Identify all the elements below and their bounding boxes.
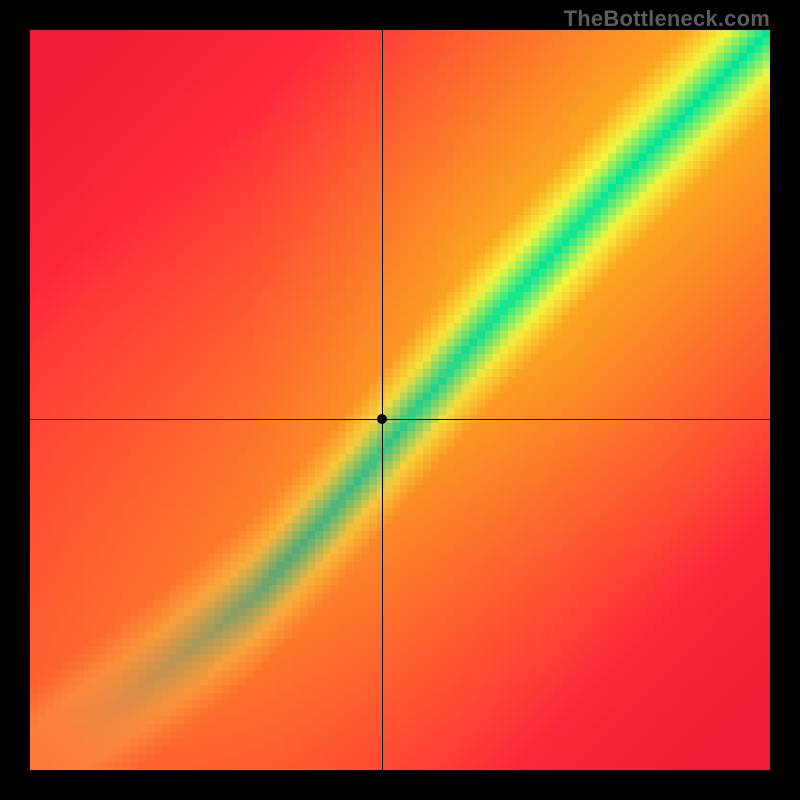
crosshair-marker xyxy=(377,414,387,424)
chart-container: TheBottleneck.com xyxy=(0,0,800,800)
crosshair-horizontal xyxy=(30,419,770,420)
watermark-text: TheBottleneck.com xyxy=(564,6,770,32)
bottleneck-heatmap xyxy=(30,30,770,770)
crosshair-vertical xyxy=(382,30,383,770)
